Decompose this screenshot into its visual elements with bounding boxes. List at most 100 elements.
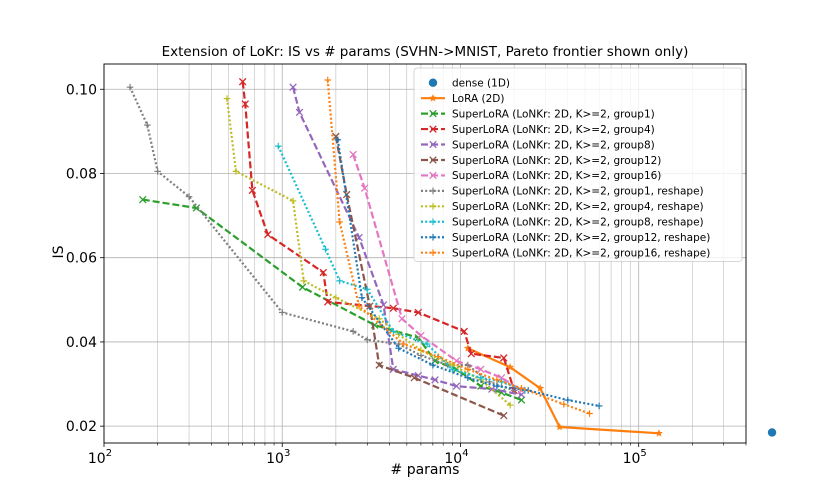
- data-point: [295, 108, 304, 117]
- legend-item-10: SuperLoRA (LoNKr: 2D, K>=2, group12, res…: [421, 232, 710, 244]
- legend-label: SuperLoRA (LoNKr: 2D, K>=2, group16): [452, 170, 661, 182]
- legend-item-11: SuperLoRA (LoNKr: 2D, K>=2, group16, res…: [421, 247, 710, 259]
- data-point: [264, 230, 272, 239]
- marker-stroke: [375, 361, 383, 369]
- x-tick-label: 102: [88, 448, 112, 467]
- data-point: [555, 422, 564, 431]
- data-point: [389, 304, 398, 313]
- legend-item-9: SuperLoRA (LoNKr: 2D, K>=2, group8, resh…: [421, 217, 704, 229]
- marker-stroke: [323, 298, 332, 306]
- data-point: [363, 285, 371, 293]
- marker-stroke: [488, 385, 496, 393]
- x-tick-exponent: 5: [640, 448, 646, 459]
- series-1: [463, 344, 663, 437]
- y-axis-label: IS: [51, 245, 67, 258]
- data-point: [300, 277, 308, 285]
- data-point: [322, 245, 329, 253]
- marker-stroke: [467, 349, 476, 358]
- data-point: [477, 365, 485, 374]
- data-point: [500, 411, 508, 420]
- data-point: [336, 277, 343, 285]
- legend-marker: [429, 203, 437, 210]
- data-point: [767, 428, 777, 437]
- series-line: [291, 86, 522, 396]
- data-point: [355, 302, 363, 310]
- legend-marker: [428, 78, 438, 87]
- legend-label: SuperLoRA (LoNKr: 2D, K>=2, group12): [452, 155, 661, 167]
- data-point: [493, 376, 501, 384]
- marker-stroke: [389, 304, 398, 313]
- legend-marker: [429, 218, 437, 226]
- x-tick-exponent: 4: [462, 448, 468, 459]
- legend-marker: [429, 249, 437, 256]
- marker-stroke: [389, 365, 398, 374]
- data-point: [564, 396, 572, 404]
- data-point: [298, 283, 307, 291]
- data-point: [241, 100, 249, 108]
- data-point: [477, 374, 485, 382]
- data-point: [500, 354, 508, 362]
- data-point: [349, 328, 357, 335]
- legend-label: LoRA (2D): [452, 93, 504, 105]
- legend-box: [413, 67, 743, 262]
- data-point: [390, 328, 397, 335]
- series-0: [767, 428, 777, 437]
- marker-stroke: [366, 302, 374, 310]
- x-tick-label: 103: [266, 448, 290, 467]
- marker-stroke: [429, 140, 437, 149]
- data-point: [223, 95, 231, 102]
- data-point: [467, 349, 476, 358]
- data-point: [144, 121, 151, 129]
- series-line: [336, 139, 600, 408]
- data-point: [464, 366, 472, 373]
- x-axis-label: # params: [391, 462, 460, 478]
- data-point: [248, 186, 257, 195]
- legend-marker: [429, 125, 437, 133]
- data-point: [238, 77, 247, 86]
- marker-stroke: [248, 186, 257, 195]
- legend-label: SuperLoRA (LoNKr: 2D, K>=2, group1): [452, 108, 655, 120]
- x-tick-exponent: 2: [106, 448, 112, 459]
- legend-label: SuperLoRA (LoNKr: 2D, K>=2, group8, resh…: [452, 217, 704, 229]
- data-point: [431, 376, 439, 384]
- data-point: [192, 204, 201, 212]
- data-point: [139, 195, 147, 204]
- data-point: [274, 142, 282, 150]
- marker-stroke: [429, 109, 437, 118]
- chart-title: Extension of LoKr: IS vs # params (SVHN-…: [162, 44, 689, 60]
- series-line: [277, 145, 526, 392]
- series-line: [241, 81, 516, 391]
- data-point: [434, 353, 442, 360]
- data-point: [410, 373, 418, 382]
- legend-label: SuperLoRA (LoNKr: 2D, K>=2, group1, resh…: [452, 186, 704, 198]
- y-tick-label: 0.08: [66, 166, 97, 182]
- data-point: [517, 396, 526, 404]
- legend-label: SuperLoRA (LoNKr: 2D, K>=2, group16, res…: [452, 247, 710, 259]
- data-point: [126, 83, 134, 91]
- legend-marker: [429, 140, 437, 149]
- data-point: [323, 298, 332, 306]
- data-point: [185, 193, 193, 200]
- legend-item-0: dense (1D): [428, 78, 510, 90]
- data-point: [232, 168, 240, 175]
- marker-stroke: [398, 315, 406, 323]
- data-point: [595, 402, 603, 410]
- data-point: [536, 384, 545, 392]
- legend-marker: [429, 94, 437, 102]
- data-point: [379, 301, 388, 309]
- marker-stroke: [517, 396, 526, 404]
- data-point: [506, 401, 514, 409]
- legend-marker: [429, 156, 437, 164]
- legend-item-1: LoRA (2D): [421, 93, 504, 105]
- series-5: [332, 132, 508, 420]
- legend-marker: [429, 171, 437, 180]
- x-tick-label: 104: [444, 448, 468, 467]
- data-point: [349, 150, 357, 159]
- data-point: [375, 361, 383, 369]
- marker-stroke: [477, 365, 485, 374]
- marker-stroke: [238, 77, 247, 86]
- legend-label: SuperLoRA (LoNKr: 2D, K>=2, group4, resh…: [452, 201, 704, 213]
- series-layer: [126, 76, 777, 437]
- legend-item-8: SuperLoRA (LoNKr: 2D, K>=2, group4, resh…: [421, 201, 704, 213]
